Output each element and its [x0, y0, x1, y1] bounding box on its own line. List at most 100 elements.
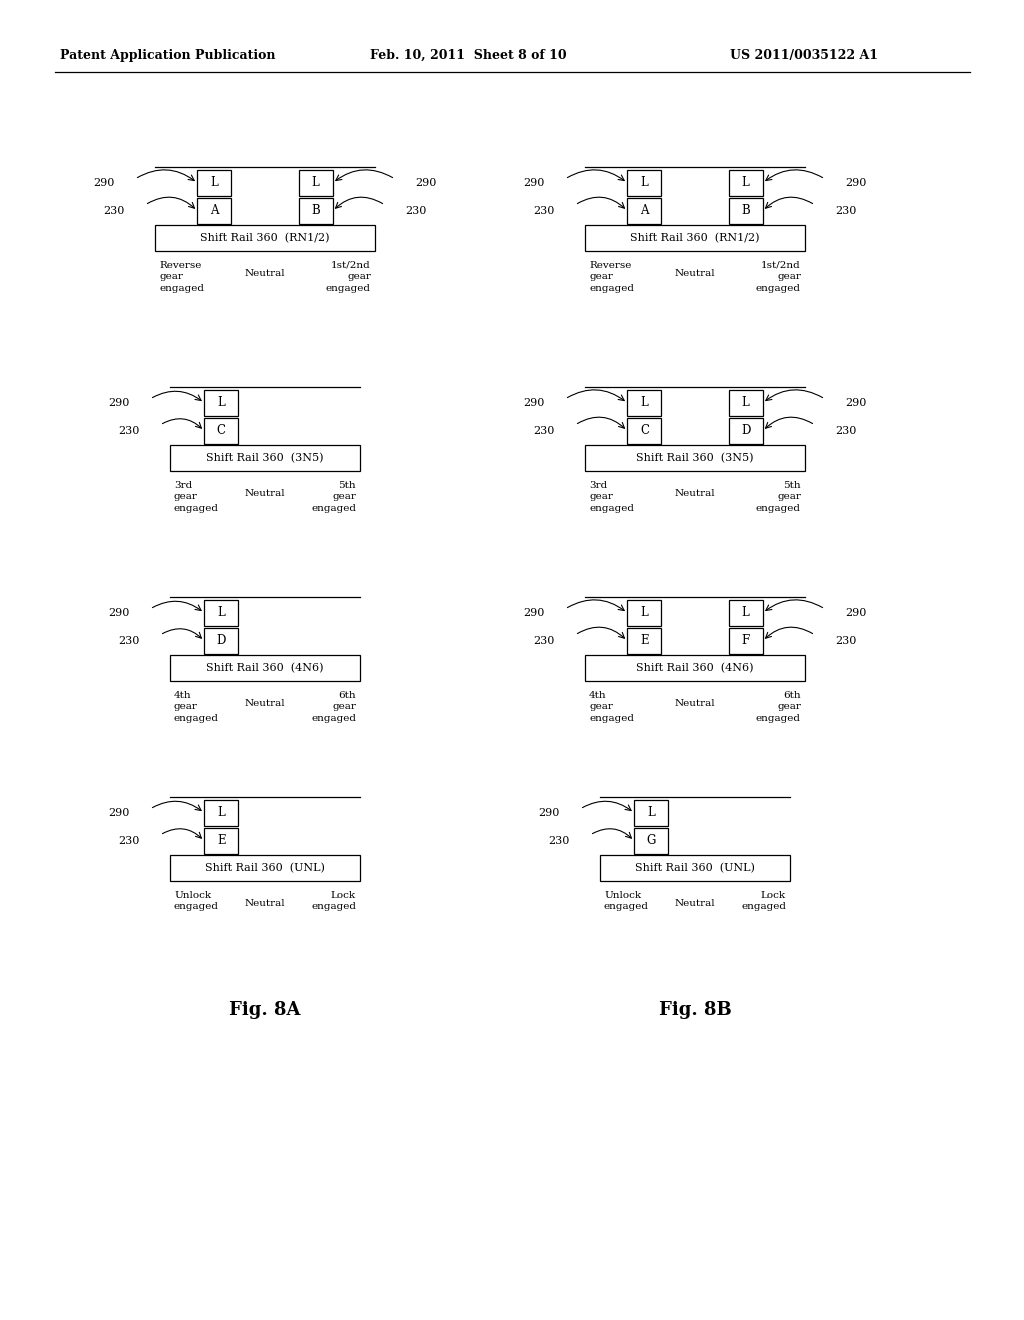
Text: 230: 230	[119, 636, 140, 645]
Text: 290: 290	[93, 178, 115, 187]
Text: Neutral: Neutral	[245, 269, 286, 279]
Text: B: B	[311, 205, 319, 218]
Text: Shift Rail 360  (RN1/2): Shift Rail 360 (RN1/2)	[630, 232, 760, 243]
Text: A: A	[640, 205, 648, 218]
Text: 290: 290	[523, 609, 545, 618]
Bar	[205, 389, 239, 416]
Text: E: E	[640, 635, 649, 648]
Text: 230: 230	[549, 836, 570, 846]
Text: L: L	[647, 807, 655, 820]
Text: B: B	[741, 205, 750, 218]
Bar	[205, 828, 239, 854]
Text: 230: 230	[534, 636, 555, 645]
Text: 290: 290	[539, 808, 560, 818]
Text: 290: 290	[109, 609, 130, 618]
Bar	[170, 445, 360, 471]
Bar	[205, 418, 239, 444]
Bar	[299, 198, 333, 224]
Text: 1st/2nd
gear
engaged: 1st/2nd gear engaged	[326, 261, 371, 293]
Text: 290: 290	[415, 178, 436, 187]
Text: D: D	[217, 635, 226, 648]
Text: L: L	[217, 396, 225, 409]
Text: 5th
gear
engaged: 5th gear engaged	[756, 480, 801, 513]
Text: 290: 290	[523, 178, 545, 187]
Text: L: L	[217, 606, 225, 619]
Text: 290: 290	[109, 399, 130, 408]
Text: L: L	[741, 606, 750, 619]
Text: D: D	[741, 425, 751, 437]
Text: L: L	[217, 807, 225, 820]
Bar	[729, 601, 763, 626]
Text: Shift Rail 360  (4N6): Shift Rail 360 (4N6)	[636, 663, 754, 673]
Text: A: A	[210, 205, 219, 218]
Bar	[198, 170, 231, 195]
Text: L: L	[641, 606, 648, 619]
Text: Neutral: Neutral	[245, 488, 286, 498]
Text: L: L	[641, 177, 648, 190]
Text: Neutral: Neutral	[675, 700, 716, 708]
Bar	[155, 224, 375, 251]
Bar	[729, 389, 763, 416]
Bar	[628, 389, 662, 416]
Text: 290: 290	[845, 609, 866, 618]
Text: 4th
gear
engaged: 4th gear engaged	[174, 690, 219, 723]
Text: Shift Rail 360  (UNL): Shift Rail 360 (UNL)	[205, 863, 325, 873]
Text: 230: 230	[534, 426, 555, 436]
Text: Shift Rail 360  (UNL): Shift Rail 360 (UNL)	[635, 863, 755, 873]
Bar	[600, 855, 790, 880]
Bar	[205, 800, 239, 826]
Text: Reverse
gear
engaged: Reverse gear engaged	[159, 261, 204, 293]
Text: 230: 230	[835, 426, 856, 436]
Bar	[585, 224, 805, 251]
Bar	[729, 418, 763, 444]
Text: Neutral: Neutral	[245, 700, 286, 708]
Bar	[729, 170, 763, 195]
Text: L: L	[741, 396, 750, 409]
Text: Shift Rail 360  (4N6): Shift Rail 360 (4N6)	[206, 663, 324, 673]
Text: 6th
gear
engaged: 6th gear engaged	[311, 690, 356, 723]
Text: Unlock
engaged: Unlock engaged	[604, 891, 649, 911]
Text: Shift Rail 360  (3N5): Shift Rail 360 (3N5)	[206, 453, 324, 463]
Text: 1st/2nd
gear
engaged: 1st/2nd gear engaged	[756, 261, 801, 293]
Text: 230: 230	[103, 206, 125, 216]
Bar	[170, 655, 360, 681]
Text: 290: 290	[523, 399, 545, 408]
Text: 230: 230	[119, 426, 140, 436]
Bar	[729, 198, 763, 224]
Text: 3rd
gear
engaged: 3rd gear engaged	[174, 480, 219, 513]
Text: L: L	[641, 396, 648, 409]
Text: Feb. 10, 2011  Sheet 8 of 10: Feb. 10, 2011 Sheet 8 of 10	[370, 49, 566, 62]
Text: 290: 290	[845, 178, 866, 187]
Bar	[205, 628, 239, 653]
Text: Lock
engaged: Lock engaged	[311, 891, 356, 911]
Bar	[299, 170, 333, 195]
Text: 230: 230	[119, 836, 140, 846]
Text: 290: 290	[845, 399, 866, 408]
Text: Fig. 8A: Fig. 8A	[229, 1001, 301, 1019]
Text: Lock
engaged: Lock engaged	[741, 891, 786, 911]
Text: Unlock
engaged: Unlock engaged	[174, 891, 219, 911]
Text: US 2011/0035122 A1: US 2011/0035122 A1	[730, 49, 878, 62]
Text: 290: 290	[109, 808, 130, 818]
Bar	[634, 828, 669, 854]
Text: 230: 230	[835, 636, 856, 645]
Text: Fig. 8B: Fig. 8B	[658, 1001, 731, 1019]
Text: Reverse
gear
engaged: Reverse gear engaged	[589, 261, 634, 293]
Text: E: E	[217, 834, 225, 847]
Bar	[628, 601, 662, 626]
Text: L: L	[211, 177, 218, 190]
Text: Neutral: Neutral	[675, 488, 716, 498]
Bar	[205, 601, 239, 626]
Bar	[585, 445, 805, 471]
Text: Shift Rail 360  (RN1/2): Shift Rail 360 (RN1/2)	[201, 232, 330, 243]
Text: L: L	[311, 177, 319, 190]
Bar	[628, 418, 662, 444]
Text: C: C	[640, 425, 649, 437]
Text: Neutral: Neutral	[245, 899, 286, 908]
Text: L: L	[741, 177, 750, 190]
Text: 230: 230	[406, 206, 426, 216]
Text: 5th
gear
engaged: 5th gear engaged	[311, 480, 356, 513]
Bar	[634, 800, 669, 826]
Bar	[170, 855, 360, 880]
Text: 230: 230	[534, 206, 555, 216]
